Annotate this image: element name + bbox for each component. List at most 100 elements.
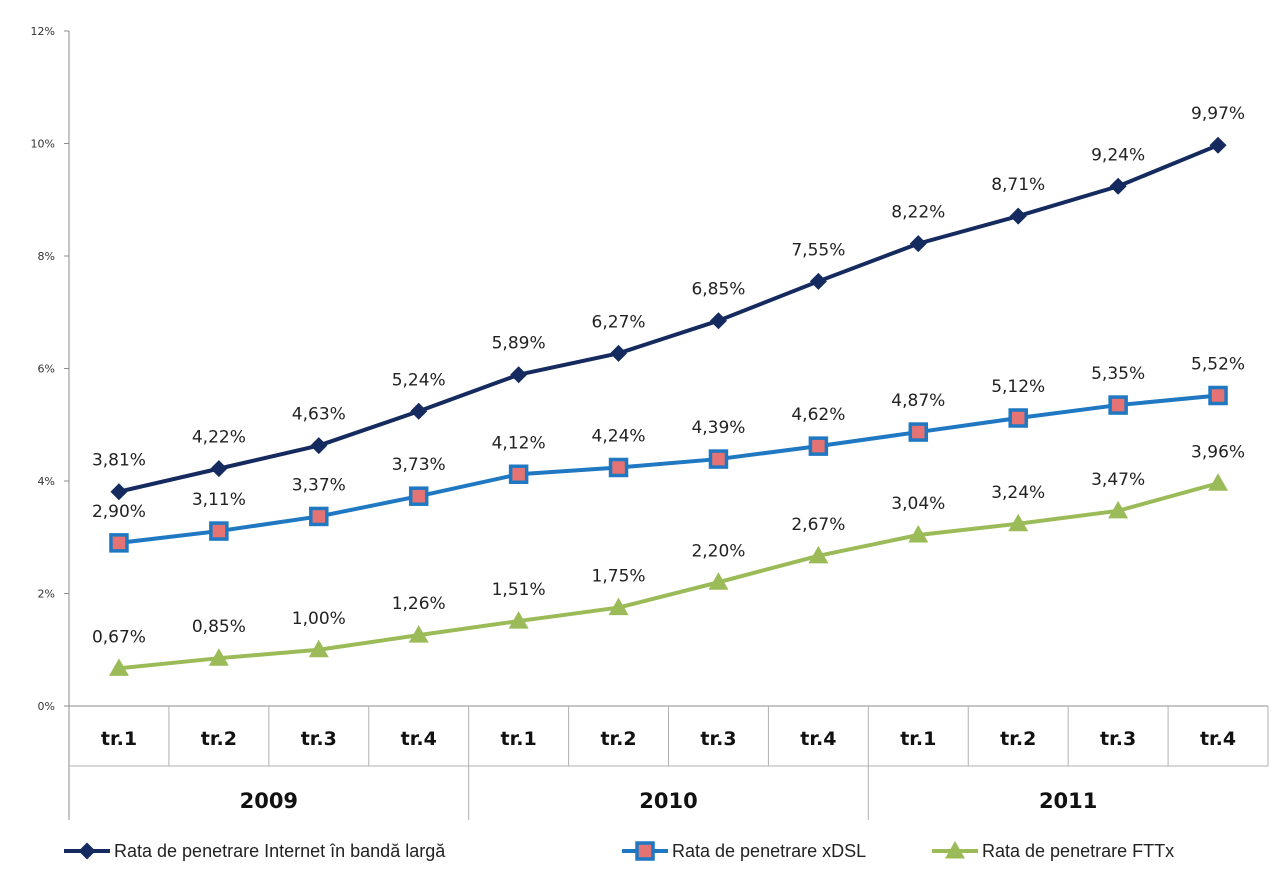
- data-point: [1008, 408, 1028, 428]
- data-label: 4,24%: [592, 427, 646, 447]
- data-label: 4,63%: [292, 405, 346, 425]
- data-point: [610, 344, 628, 362]
- data-label: 8,71%: [991, 175, 1045, 195]
- data-point: [308, 639, 329, 658]
- x-tick-label: tr.4: [800, 728, 836, 750]
- data-label: 3,11%: [192, 490, 246, 510]
- data-label: 3,37%: [292, 475, 346, 495]
- series-layer: [108, 136, 1229, 676]
- data-label: 8,22%: [891, 203, 945, 223]
- data-labels-layer: 3,81% 4,22% 4,63% 5,24% 5,89% 6,27% 6,85% 7,55%…: [92, 104, 1245, 647]
- data-point: [1209, 136, 1227, 154]
- data-label: 3,04%: [891, 494, 945, 514]
- chart-axes: 0% 2% 4% 6% 8% 10% 12% tr.1 tr.2 tr.3 tr.4 tr.1 tr.2…: [31, 25, 1269, 820]
- data-point: [110, 483, 128, 501]
- data-point: [309, 506, 329, 527]
- series-line: [118, 143, 1219, 494]
- data-point: [945, 841, 965, 859]
- year-label: 2009: [240, 789, 298, 813]
- series-triangle: [108, 473, 1229, 676]
- data-point: [109, 533, 129, 553]
- data-point: [408, 486, 429, 506]
- x-tick-label: tr.2: [1000, 728, 1036, 750]
- x-tick-label: tr.3: [700, 728, 736, 750]
- data-label: 3,24%: [991, 483, 1045, 503]
- data-label: 9,24%: [1091, 145, 1145, 165]
- legend-entry: Rata de penetrare FTTx: [932, 841, 1174, 861]
- data-label: 5,12%: [991, 377, 1045, 397]
- data-label: 3,47%: [1091, 470, 1145, 490]
- data-point: [709, 312, 727, 330]
- x-tick-label: tr.4: [1200, 728, 1236, 750]
- data-label: 3,96%: [1191, 442, 1245, 462]
- data-point: [909, 235, 927, 253]
- y-tick-label: 10%: [31, 138, 55, 151]
- data-point: [708, 572, 729, 590]
- data-label: 1,26%: [392, 594, 446, 614]
- x-tick-label: tr.3: [1100, 728, 1136, 750]
- data-point: [78, 842, 96, 860]
- series-diamond: [110, 136, 1227, 501]
- data-label: 6,85%: [691, 280, 745, 300]
- legend-entry: Rata de penetrare xDSL: [622, 841, 866, 861]
- y-tick-label: 12%: [31, 25, 55, 38]
- data-label: 7,55%: [791, 240, 845, 260]
- x-tick-label: tr.3: [301, 728, 337, 750]
- legend-label: Rata de penetrare FTTx: [982, 841, 1174, 861]
- series-square: [109, 385, 1228, 553]
- data-point: [608, 457, 629, 478]
- data-point: [510, 366, 528, 384]
- data-point: [508, 464, 529, 484]
- data-point: [1008, 513, 1029, 532]
- data-label: 4,39%: [691, 418, 745, 438]
- x-tick-label: tr.4: [401, 728, 437, 750]
- series-line: [118, 393, 1219, 545]
- y-tick-label: 6%: [38, 363, 55, 376]
- x-tick-label: tr.1: [101, 728, 137, 750]
- x-tick-label: tr.1: [900, 728, 936, 750]
- y-tick-label: 8%: [38, 250, 55, 263]
- data-point: [1108, 500, 1129, 519]
- data-point: [708, 449, 729, 469]
- data-point: [1009, 207, 1027, 225]
- data-label: 4,87%: [891, 391, 945, 411]
- data-label: 2,67%: [791, 515, 845, 535]
- y-tick-label: 2%: [38, 588, 55, 601]
- data-label: 2,90%: [92, 502, 146, 522]
- data-label: 1,75%: [592, 567, 646, 587]
- data-label: 4,12%: [492, 433, 546, 453]
- data-label: 5,24%: [392, 370, 446, 390]
- data-label: 4,22%: [192, 428, 246, 448]
- series-line: [118, 481, 1219, 671]
- data-point: [809, 272, 827, 290]
- data-point: [1208, 385, 1228, 406]
- data-label: 5,35%: [1091, 364, 1145, 384]
- x-tick-label: tr.1: [501, 728, 537, 750]
- data-label: 0,85%: [192, 617, 246, 637]
- data-point: [608, 597, 629, 616]
- year-label: 2011: [1039, 789, 1097, 813]
- data-point: [908, 525, 929, 543]
- data-label: 5,52%: [1191, 355, 1245, 375]
- data-point: [209, 521, 229, 541]
- data-label: 9,97%: [1191, 104, 1245, 124]
- data-label: 3,73%: [392, 455, 446, 475]
- data-label: 1,51%: [492, 580, 546, 600]
- data-point: [108, 658, 129, 676]
- data-point: [1208, 473, 1229, 491]
- data-point: [1109, 177, 1127, 195]
- data-label: 2,20%: [691, 541, 745, 561]
- data-label: 6,27%: [592, 312, 646, 332]
- data-point: [508, 611, 529, 629]
- data-point: [408, 625, 429, 643]
- data-point: [1108, 395, 1128, 415]
- data-point: [908, 422, 929, 442]
- x-tick-label: tr.2: [201, 728, 237, 750]
- year-label: 2010: [639, 789, 697, 813]
- data-point: [208, 648, 229, 666]
- data-point: [410, 402, 428, 420]
- data-point: [808, 545, 829, 564]
- data-label: 1,00%: [292, 609, 346, 629]
